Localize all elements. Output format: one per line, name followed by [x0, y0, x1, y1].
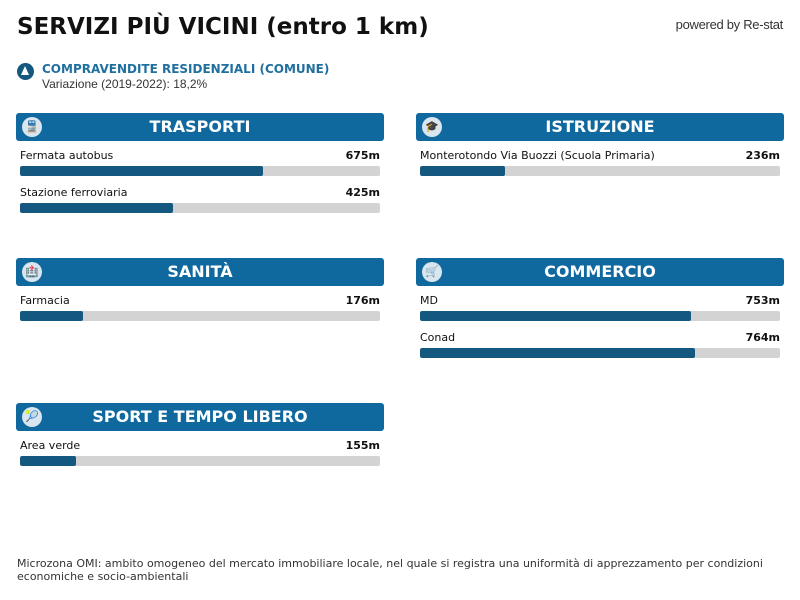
trend-title: COMPRAVENDITE RESIDENZIALI (COMUNE): [42, 62, 330, 76]
trend-subtitle: Variazione (2019-2022): 18,2%: [42, 77, 208, 91]
distance-bar: [20, 311, 380, 321]
hospital-icon: 🏥: [22, 262, 42, 282]
distance-bar-fill: [20, 456, 76, 466]
trend-info: COMPRAVENDITE RESIDENZIALI (COMUNE) Vari…: [17, 62, 329, 91]
service-distance: 425m: [345, 186, 380, 199]
distance-bar: [420, 348, 780, 358]
section-card-sport-e-tempo-libero: 🎾 SPORT E TEMPO LIBERO Area verde 155m: [16, 403, 384, 468]
section-title: SPORT E TEMPO LIBERO: [92, 407, 308, 426]
service-label: Conad: [420, 331, 456, 344]
service-distance: 176m: [345, 294, 380, 307]
section-header: 🚆 TRASPORTI: [16, 113, 384, 141]
section-header: 🎓 ISTRUZIONE: [416, 113, 784, 141]
distance-bar-fill: [20, 203, 173, 213]
cart-icon: 🛒: [422, 262, 442, 282]
service-row: Area verde 155m: [20, 431, 380, 468]
student-icon: 🎓: [422, 117, 442, 137]
distance-bar: [420, 311, 780, 321]
footer-note: Microzona OMI: ambito omogeneo del merca…: [17, 557, 763, 583]
service-label: Monterotondo Via Buozzi (Scuola Primaria…: [420, 149, 655, 162]
section-header: 🎾 SPORT E TEMPO LIBERO: [16, 403, 384, 431]
service-row: Stazione ferroviaria 425m: [20, 178, 380, 215]
section-card-trasporti: 🚆 TRASPORTI Fermata autobus 675m Stazione fe…: [16, 113, 384, 215]
distance-bar-fill: [420, 348, 696, 358]
distance-bar-fill: [420, 166, 505, 176]
service-label: Stazione ferroviaria: [20, 186, 128, 199]
tennis-icon: 🎾: [22, 407, 42, 427]
distance-bar: [20, 166, 380, 176]
service-distance: 764m: [745, 331, 780, 344]
service-label: MD: [420, 294, 438, 307]
distance-bar-fill: [20, 166, 263, 176]
train-icon: 🚆: [22, 117, 42, 137]
service-row: Farmacia 176m: [20, 286, 380, 323]
service-row: Conad 764m: [420, 323, 780, 360]
service-distance: 753m: [745, 294, 780, 307]
distance-bar-fill: [20, 311, 84, 321]
section-card-istruzione: 🎓 ISTRUZIONE Monterotondo Via Buozzi (Scuo…: [416, 113, 784, 178]
page-title: SERVIZI PIÙ VICINI (entro 1 km): [17, 14, 429, 40]
service-row: MD 753m: [420, 286, 780, 323]
service-row: Fermata autobus 675m: [20, 141, 380, 178]
section-title: ISTRUZIONE: [545, 117, 655, 136]
service-label: Fermata autobus: [20, 149, 114, 162]
triangle-up-icon: [17, 63, 34, 80]
service-distance: 155m: [345, 439, 380, 452]
powered-by-label: powered by Re-stat: [675, 17, 784, 32]
service-distance: 236m: [745, 149, 780, 162]
section-title: COMMERCIO: [544, 262, 656, 281]
section-header: 🛒 COMMERCIO: [416, 258, 784, 286]
service-label: Farmacia: [20, 294, 70, 307]
section-title: TRASPORTI: [149, 117, 251, 136]
distance-bar: [20, 456, 380, 466]
section-card-sanit-: 🏥 SANITÀ Farmacia 176m: [16, 258, 384, 323]
section-title: SANITÀ: [167, 262, 233, 281]
distance-bar: [420, 166, 780, 176]
service-distance: 675m: [345, 149, 380, 162]
section-card-commercio: 🛒 COMMERCIO MD 753m Conad 764m: [416, 258, 784, 360]
distance-bar-fill: [420, 311, 692, 321]
section-header: 🏥 SANITÀ: [16, 258, 384, 286]
service-row: Monterotondo Via Buozzi (Scuola Primaria…: [420, 141, 780, 178]
service-label: Area verde: [20, 439, 81, 452]
distance-bar: [20, 203, 380, 213]
